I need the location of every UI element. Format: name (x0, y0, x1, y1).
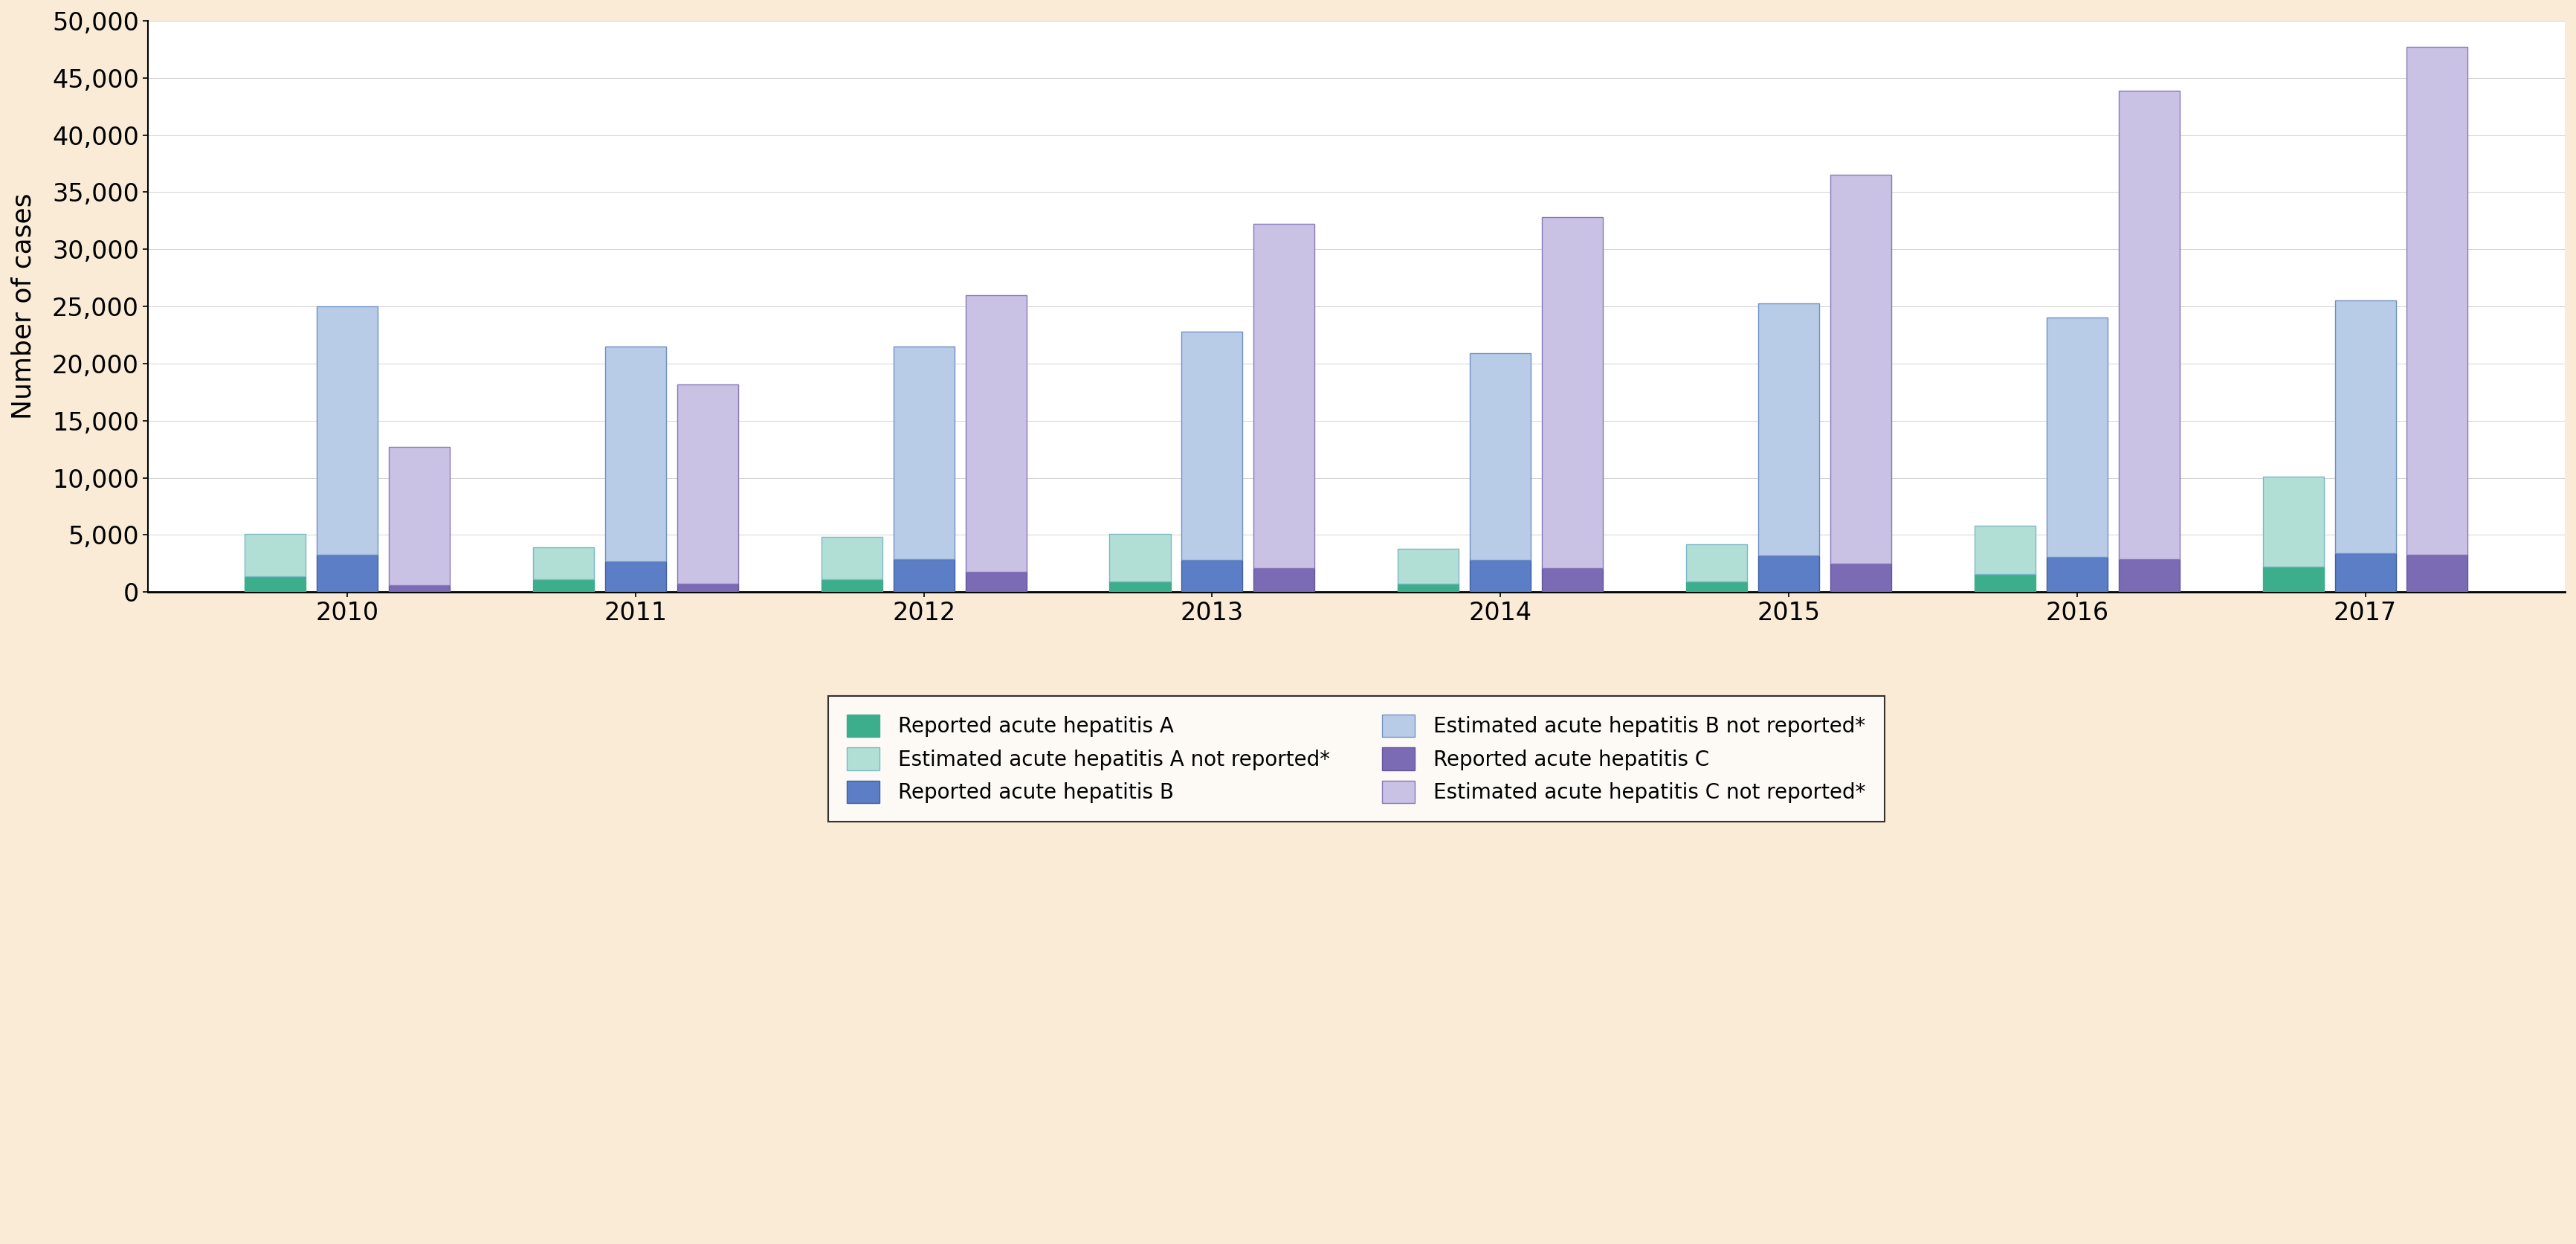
Bar (1471, 560, 1530, 592)
Bar (1110, 534, 1170, 582)
Bar (1255, 569, 1314, 592)
Bar (245, 534, 307, 576)
Bar (1543, 218, 1602, 569)
Bar (1399, 585, 1458, 592)
Bar (2262, 567, 2324, 592)
Bar (2262, 476, 2324, 567)
Bar (966, 571, 1025, 592)
Bar (2045, 318, 2107, 556)
Bar (1759, 304, 1819, 556)
Bar (533, 547, 595, 580)
Bar (966, 295, 1025, 571)
Y-axis label: Number of cases: Number of cases (10, 193, 36, 419)
Bar (1832, 175, 1891, 564)
Bar (1255, 224, 1314, 569)
Bar (1399, 549, 1458, 585)
Bar (2117, 91, 2179, 559)
Bar (1687, 582, 1747, 592)
Bar (605, 346, 667, 561)
Bar (1832, 564, 1891, 592)
Bar (1687, 544, 1747, 582)
Bar (822, 580, 881, 592)
Bar (2406, 47, 2468, 555)
Bar (1543, 569, 1602, 592)
Bar (1182, 560, 1242, 592)
Bar (1471, 353, 1530, 560)
Bar (2406, 555, 2468, 592)
Bar (822, 537, 881, 580)
Bar (1973, 526, 2035, 573)
Bar (605, 561, 667, 592)
Bar (677, 384, 739, 585)
Bar (2117, 559, 2179, 592)
Bar (1973, 573, 2035, 592)
Bar (894, 346, 953, 559)
Bar (317, 306, 379, 555)
Bar (1182, 332, 1242, 560)
Bar (1759, 556, 1819, 592)
Legend: Reported acute hepatitis A, Estimated acute hepatitis A not reported*, Reported : Reported acute hepatitis A, Estimated ac… (827, 695, 1886, 821)
Bar (2045, 556, 2107, 592)
Bar (2334, 301, 2396, 554)
Bar (245, 576, 307, 592)
Bar (317, 555, 379, 592)
Bar (677, 585, 739, 592)
Bar (894, 559, 953, 592)
Bar (533, 580, 595, 592)
Bar (1110, 582, 1170, 592)
Bar (389, 585, 451, 592)
Bar (2334, 554, 2396, 592)
Bar (389, 447, 451, 585)
